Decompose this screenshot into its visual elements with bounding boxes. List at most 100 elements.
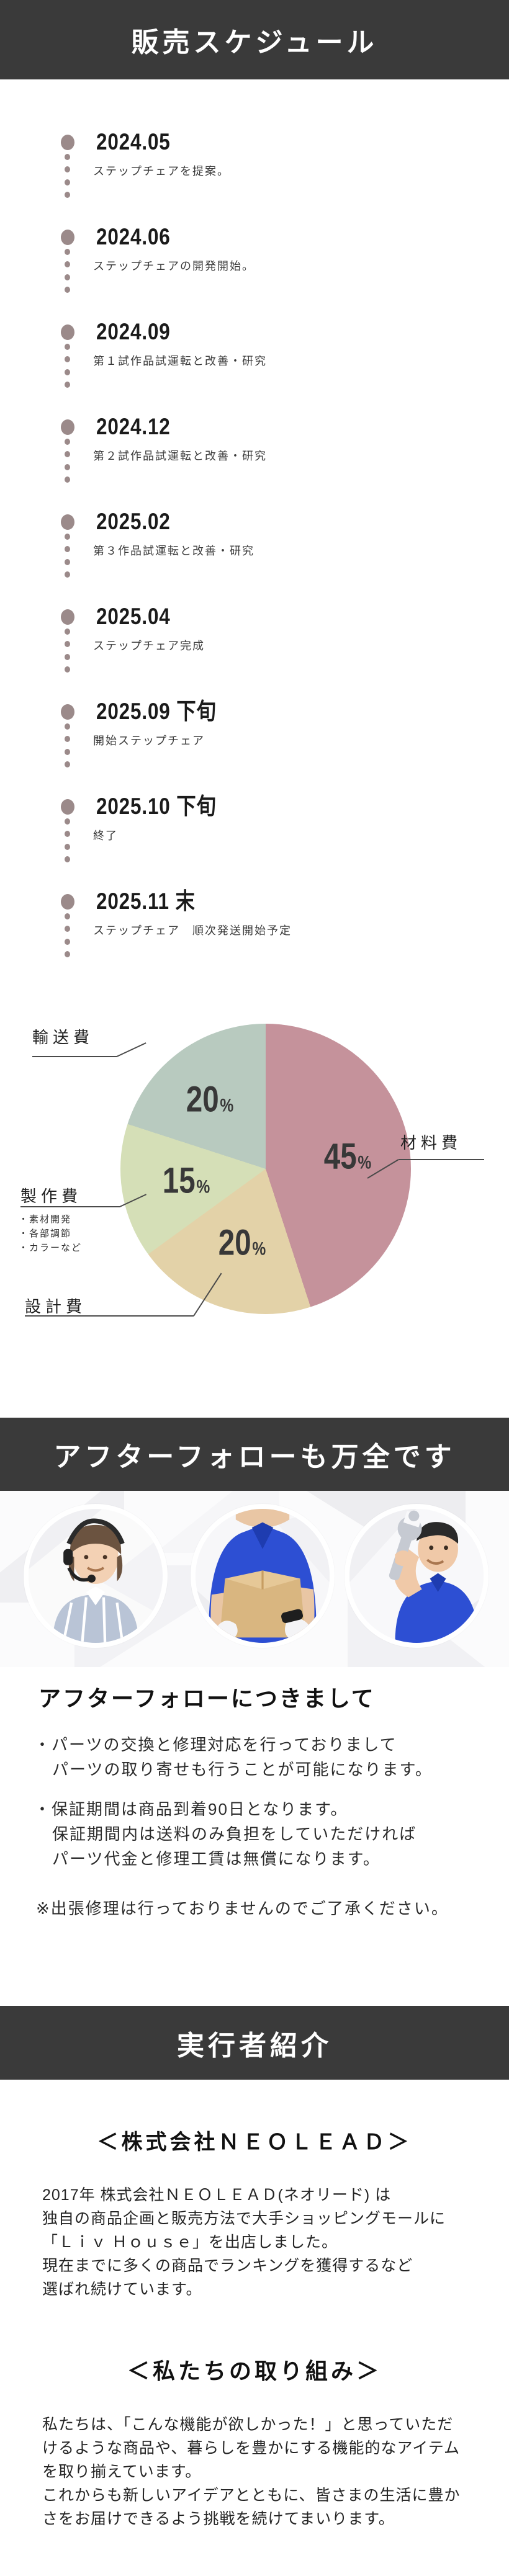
timeline-date: 2024.12 [96, 414, 171, 439]
timeline-date: 2025.09 下旬 [96, 699, 217, 724]
support-operator-illustration [29, 1509, 163, 1643]
team-approach-line: これからも新しいアイデアとともに、皆さまの生活に豊か [42, 2487, 461, 2504]
timeline-mini-dot [65, 939, 70, 945]
pie-slice-note: ・素材開発 [19, 1214, 72, 1225]
timeline-item: 2024.06 ステップチェアの開発開始。 [0, 224, 509, 321]
pie-slice-label: 設計費 [25, 1297, 87, 1316]
team-approach-line: けるような商品や、暮らしを豊かにする機能的なアイテム [42, 2440, 461, 2457]
pie-slice-note: ・カラーなど [19, 1243, 83, 1253]
timeline-mini-dot [65, 951, 70, 957]
timeline-dot [61, 419, 74, 435]
company-name-heading: ＜株式会社ＮＥＯＬＥＡＤ＞ [97, 2131, 412, 2154]
timeline-mini-dot [65, 274, 70, 280]
timeline-mini-dot [65, 761, 70, 767]
team-approach-line: を取り揃えています。 [42, 2463, 202, 2480]
timeline-item: 2025.11 末ステップチェア 順次発送開始予定 [0, 889, 509, 986]
timeline-item: 2025.02 第３作品試運転と改善・研究 [0, 509, 509, 606]
after-follow-header-title: アフターフォローも万全です [53, 1442, 456, 1472]
photo-strip [0, 1491, 509, 1667]
timeline-mini-dot [65, 818, 70, 825]
after-follow-line: ・パーツの交換と修理対応を行っておりまして [34, 1735, 397, 1754]
timeline-dot [61, 894, 74, 910]
team-approach-line: 私たちは、「こんな機能が欲しかった！」と思っていただ [42, 2416, 454, 2433]
pie-percent-label: 45% [323, 1136, 372, 1177]
timeline-desc: 第３作品試運転と改善・研究 [93, 545, 254, 557]
pie-slice-label: 材料費 [400, 1134, 462, 1152]
timeline-desc: ステップチェアを提案。 [93, 165, 230, 177]
cost-pie-chart [120, 1024, 411, 1314]
after-follow-line: 保証期間内は送料のみ負担をしていただければ [52, 1825, 417, 1843]
timeline-date: 2025.10 下旬 [96, 794, 217, 819]
timeline-dot [61, 230, 74, 245]
timeline-mini-dot [65, 723, 70, 730]
after-follow-line: ・保証期間は商品到着90日となります。 [34, 1800, 348, 1818]
pie-slice-label: 製作費 [20, 1187, 83, 1205]
timeline-mini-dot [65, 287, 70, 293]
timeline-mini-dot [65, 546, 70, 552]
timeline-mini-dot [65, 356, 70, 362]
timeline-mini-dot [65, 856, 70, 862]
timeline-mini-dot [65, 192, 70, 198]
timeline-dot [61, 704, 74, 720]
company-header-title: 実行者紹介 [177, 2030, 332, 2061]
company-header-bar: 実行者紹介 [0, 2006, 509, 2080]
timeline-desc: 第１試作品試運転と改善・研究 [93, 355, 267, 367]
schedule-header-bar: 販売スケジュール [0, 0, 509, 79]
timeline-mini-dot [65, 559, 70, 565]
delivery-box-photo [191, 1504, 335, 1648]
timeline-mini-dot [65, 249, 70, 255]
timeline-mini-dot [65, 451, 70, 457]
repair-wrench-illustration [349, 1509, 484, 1643]
company-intro-line: 「Ｌｉｖ Ｈｏｕｓｅ」を出店しました。 [42, 2234, 338, 2251]
timeline-mini-dot [65, 628, 70, 635]
timeline-date: 2025.04 [96, 604, 171, 629]
timeline-mini-dot [65, 926, 70, 932]
timeline-item: 2025.10 下旬 終了 [0, 794, 509, 891]
timeline-item: 2024.09 第１試作品試運転と改善・研究 [0, 319, 509, 416]
after-follow-header-bar: アフターフォローも万全です [0, 1418, 509, 1491]
timeline-mini-dot [65, 654, 70, 660]
timeline-mini-dot [65, 749, 70, 755]
company-intro-line: 選ばれ続けています。 [42, 2281, 202, 2298]
timeline-mini-dot [65, 844, 70, 850]
timeline-dot [61, 609, 74, 625]
pie-slice-note: ・各部調節 [19, 1228, 72, 1239]
timeline-mini-dot [65, 641, 70, 647]
pie-percent-label: 20% [186, 1079, 234, 1120]
timeline-mini-dot [65, 534, 70, 540]
timeline-dot [61, 799, 74, 815]
timeline-desc: 第２試作品試運転と改善・研究 [93, 450, 267, 462]
company-intro-line: 独自の商品企画と販売方法で大手ショッピングモールに [42, 2210, 446, 2227]
timeline-date: 2024.05 [96, 129, 171, 154]
timeline-date: 2024.06 [96, 224, 171, 249]
timeline-mini-dot [65, 154, 70, 160]
after-follow-line: ※出張修理は行っておりませんのでご了承ください。 [36, 1899, 449, 1918]
timeline-item: 2024.12 第２試作品試運転と改善・研究 [0, 414, 509, 511]
support-operator-photo [24, 1504, 168, 1648]
delivery-box-illustration [196, 1509, 330, 1643]
pie-leader-line [32, 1056, 117, 1057]
timeline-dot [61, 324, 74, 340]
pie-leader-line [20, 1206, 120, 1207]
timeline-mini-dot [65, 369, 70, 375]
timeline-desc: ステップチェア完成 [93, 640, 205, 652]
pie-slice-label: 輸送費 [32, 1028, 94, 1047]
pie-percent-label: 15% [162, 1160, 210, 1201]
schedule-header-title: 販売スケジュール [131, 27, 378, 58]
timeline-item: 2025.04 ステップチェア完成 [0, 604, 509, 701]
timeline-item: 2024.05 ステップチェアを提案。 [0, 129, 509, 226]
timeline-mini-dot [65, 913, 70, 919]
team-approach-heading: ＜私たちの取り組み＞ [127, 2358, 382, 2384]
pie-leader-line [25, 1315, 194, 1317]
timeline-mini-dot [65, 571, 70, 578]
timeline-desc: ステップチェアの開発開始。 [93, 260, 254, 272]
after-follow-line: パーツ代金と修理工賃は無償になります。 [52, 1849, 381, 1868]
timeline-desc: ステップチェア 順次発送開始予定 [93, 924, 292, 937]
timeline-date: 2024.09 [96, 319, 171, 344]
timeline-dot [61, 135, 74, 150]
timeline-item: 2025.09 下旬 開始ステップチェア [0, 699, 509, 796]
timeline-mini-dot [65, 261, 70, 267]
timeline-mini-dot [65, 344, 70, 350]
timeline-date: 2025.02 [96, 509, 171, 534]
